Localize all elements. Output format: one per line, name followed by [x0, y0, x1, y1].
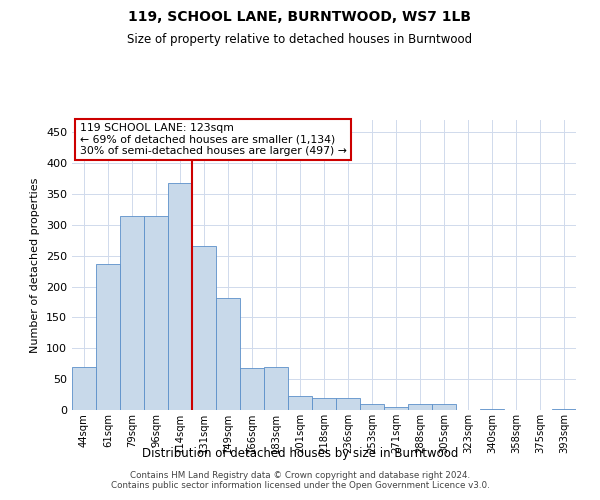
- Bar: [336, 398, 360, 410]
- Bar: [384, 407, 408, 410]
- Bar: [216, 298, 240, 410]
- Text: Size of property relative to detached houses in Burntwood: Size of property relative to detached ho…: [127, 32, 473, 46]
- Bar: [480, 409, 504, 410]
- Bar: [360, 404, 384, 410]
- Bar: [240, 368, 264, 410]
- Bar: [120, 216, 144, 410]
- Text: Distribution of detached houses by size in Burntwood: Distribution of detached houses by size …: [142, 448, 458, 460]
- Bar: [72, 367, 96, 410]
- Bar: [264, 367, 288, 410]
- Bar: [408, 404, 432, 410]
- Text: 119 SCHOOL LANE: 123sqm
← 69% of detached houses are smaller (1,134)
30% of semi: 119 SCHOOL LANE: 123sqm ← 69% of detache…: [80, 123, 346, 156]
- Text: 119, SCHOOL LANE, BURNTWOOD, WS7 1LB: 119, SCHOOL LANE, BURNTWOOD, WS7 1LB: [128, 10, 472, 24]
- Text: Contains HM Land Registry data © Crown copyright and database right 2024.
Contai: Contains HM Land Registry data © Crown c…: [110, 470, 490, 490]
- Bar: [96, 264, 120, 410]
- Bar: [144, 216, 168, 410]
- Bar: [552, 409, 576, 410]
- Bar: [312, 398, 336, 410]
- Y-axis label: Number of detached properties: Number of detached properties: [31, 178, 40, 352]
- Bar: [168, 183, 192, 410]
- Bar: [288, 396, 312, 410]
- Bar: [192, 246, 216, 410]
- Bar: [432, 404, 456, 410]
